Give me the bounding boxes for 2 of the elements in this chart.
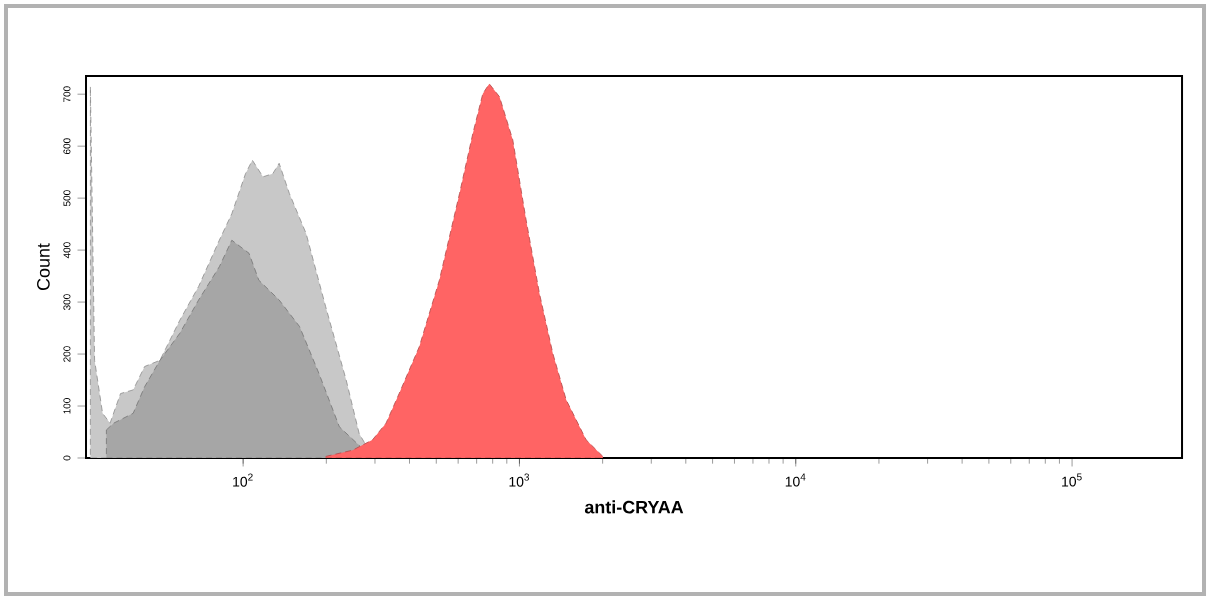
x-axis-title: anti-CRYAA — [584, 500, 684, 514]
y-axis-title: Count — [37, 243, 50, 291]
